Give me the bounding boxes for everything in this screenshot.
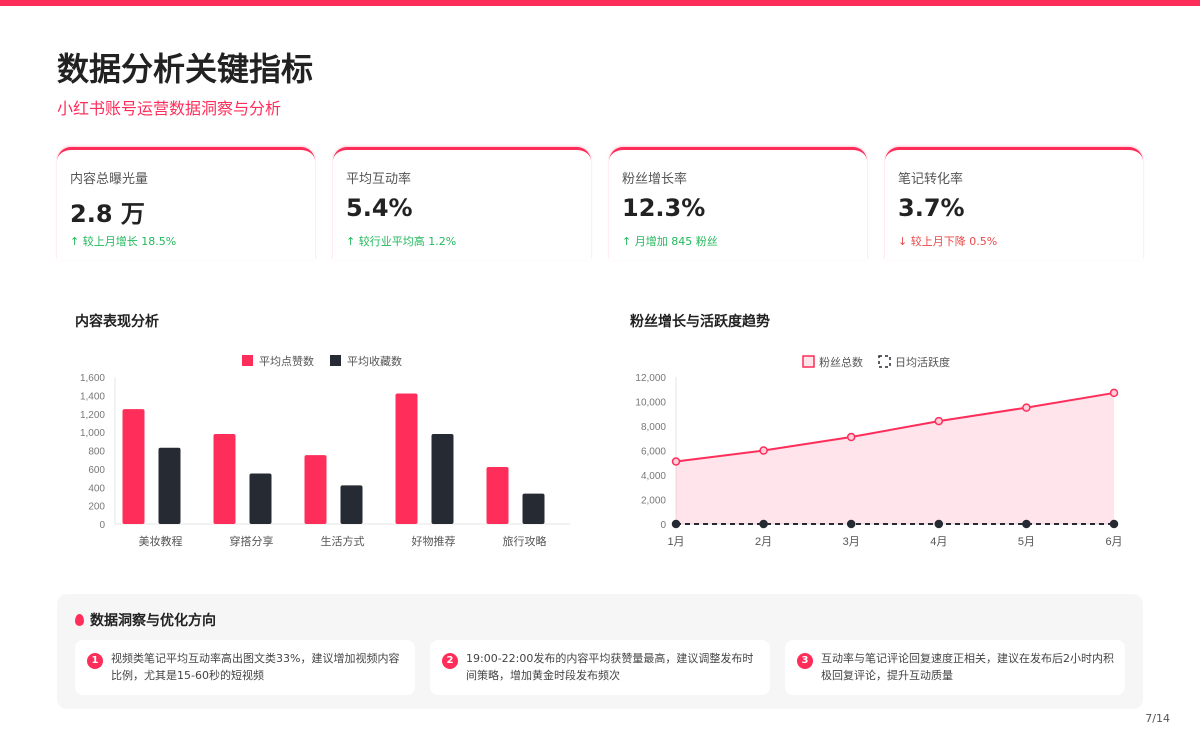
insights-header: 数据洞察与优化方向 bbox=[75, 610, 216, 630]
insight-text: 19:00-22:00发布的内容平均获赞量最高，建议调整发布时间策略，增加黄金时… bbox=[466, 652, 754, 682]
x-tick-label: 旅行攻略 bbox=[503, 534, 547, 548]
page-subtitle: 小红书账号运营数据洞察与分析 bbox=[57, 99, 282, 118]
x-tick-label: 2月 bbox=[755, 536, 772, 548]
top-accent-bar bbox=[0, 0, 1200, 6]
legend-label: 日均活跃度 bbox=[895, 355, 950, 369]
metric-change: ↓ 较上月下降 0.5% bbox=[898, 235, 998, 248]
data-point bbox=[846, 519, 856, 529]
y-tick-label: 1,000 bbox=[80, 428, 105, 439]
bar bbox=[249, 473, 272, 524]
data-point bbox=[671, 457, 681, 466]
insight-number: 2 bbox=[442, 653, 458, 669]
metric-value: 3.7% bbox=[898, 194, 965, 222]
line-chart-title: 粉丝增长与活跃度趋势 bbox=[630, 314, 770, 330]
x-tick-label: 生活方式 bbox=[321, 534, 365, 548]
metric-value: 12.3% bbox=[622, 194, 706, 222]
x-tick-label: 穿搭分享 bbox=[230, 534, 274, 548]
metric-value: 2.8 万 bbox=[70, 200, 145, 228]
series-line bbox=[675, 391, 1115, 463]
x-tick-label: 4月 bbox=[930, 536, 947, 548]
legend-label: 平均收藏数 bbox=[347, 354, 402, 368]
data-point bbox=[1022, 403, 1031, 412]
x-tick-label: 3月 bbox=[843, 536, 860, 548]
legend-swatch bbox=[802, 355, 815, 368]
metric-card-engagement: 平均互动率 5.4% ↑ 较行业平均高 1.2% bbox=[333, 147, 591, 260]
line-chart: 0 2,000 4,000 6,000 8,000 10,000 12,000 粉丝总数 日均活… bbox=[635, 355, 1122, 548]
metric-change: ↑ 较行业平均高 1.2% bbox=[346, 235, 457, 248]
bar bbox=[122, 409, 145, 524]
page-title: 数据分析关键指标 bbox=[57, 50, 314, 88]
legend-swatch bbox=[242, 355, 253, 366]
y-tick-label: 1,600 bbox=[80, 373, 105, 384]
data-point bbox=[671, 519, 681, 529]
legend-label: 粉丝总数 bbox=[819, 355, 863, 369]
insight-item: 3 互动率与笔记评论回复速度正相关，建议在发布后2小时内积极回复评论，提升互动质量 bbox=[785, 640, 1125, 695]
page-number: 7/14 bbox=[1145, 712, 1170, 725]
data-point bbox=[759, 519, 768, 529]
data-point bbox=[1022, 519, 1031, 529]
metric-label: 粉丝增长率 bbox=[622, 172, 688, 187]
legend-label: 平均点赞数 bbox=[259, 355, 314, 368]
y-tick-label: 800 bbox=[88, 447, 105, 458]
bar bbox=[340, 485, 363, 524]
bar bbox=[431, 433, 454, 524]
insights-title: 数据洞察与优化方向 bbox=[90, 613, 216, 629]
metric-change: ↑ 较上月增长 18.5% bbox=[70, 235, 177, 248]
y-tick-label: 200 bbox=[88, 502, 105, 513]
y-tick-label: 1,200 bbox=[80, 410, 105, 421]
bar bbox=[158, 447, 181, 524]
metric-label: 内容总曝光量 bbox=[70, 172, 149, 187]
y-tick-label: 10,000 bbox=[635, 398, 666, 409]
metric-label: 平均互动率 bbox=[346, 172, 412, 187]
legend-swatch bbox=[878, 355, 891, 368]
y-tick-label: 8,000 bbox=[641, 422, 666, 433]
data-point bbox=[934, 519, 944, 529]
bar bbox=[522, 493, 545, 524]
y-tick-label: 400 bbox=[88, 483, 105, 494]
x-tick-label: 1月 bbox=[667, 536, 684, 548]
bar bbox=[304, 455, 327, 524]
insight-item: 2 19:00-22:00发布的内容平均获赞量最高，建议调整发布时间策略，增加黄金… bbox=[430, 640, 770, 695]
metric-value: 5.4% bbox=[346, 194, 413, 222]
insight-text: 视频类笔记平均互动率高出图文类33%，建议增加视频内容比例，尤其是15-60秒的… bbox=[111, 652, 400, 682]
y-tick-label: 0 bbox=[99, 520, 105, 531]
y-tick-label: 4,000 bbox=[641, 471, 666, 482]
y-tick-label: 2,000 bbox=[641, 496, 666, 507]
bar-chart-title: 内容表现分析 bbox=[75, 314, 159, 330]
y-tick-label: 12,000 bbox=[635, 373, 666, 384]
data-point bbox=[759, 446, 768, 455]
series-area bbox=[676, 392, 1114, 524]
x-tick-label: 6月 bbox=[1105, 536, 1122, 548]
insight-text: 互动率与笔记评论回复速度正相关，建议在发布后2小时内积极回复评论，提升互动质量 bbox=[821, 652, 1114, 682]
data-point bbox=[1109, 519, 1119, 529]
bar bbox=[395, 393, 418, 524]
metric-label: 笔记转化率 bbox=[898, 172, 964, 187]
metric-card-exposure: 内容总曝光量 2.8 万 ↑ 较上月增长 18.5% bbox=[57, 147, 315, 260]
x-tick-label: 5月 bbox=[1018, 536, 1035, 548]
y-tick-label: 6,000 bbox=[641, 447, 666, 458]
data-point bbox=[934, 416, 944, 426]
metric-change: ↑ 月增加 845 粉丝 bbox=[622, 235, 718, 248]
insight-number: 3 bbox=[797, 653, 813, 669]
x-tick-label: 好物推荐 bbox=[412, 534, 456, 548]
x-tick-label: 美妆教程 bbox=[139, 535, 183, 548]
lightbulb-icon bbox=[75, 614, 84, 626]
insights-panel: 数据洞察与优化方向 1 视频类笔记平均互动率高出图文类33%，建议增加视频内容比例… bbox=[57, 594, 1143, 709]
insight-item: 1 视频类笔记平均互动率高出图文类33%，建议增加视频内容比例，尤其是15-60秒… bbox=[75, 640, 415, 695]
metric-card-follower-growth: 粉丝增长率 12.3% ↑ 月增加 845 粉丝 bbox=[609, 147, 867, 260]
legend-swatch bbox=[330, 355, 341, 366]
y-tick-label: 1,400 bbox=[80, 391, 105, 402]
metric-card-conversion: 笔记转化率 3.7% ↓ 较上月下降 0.5% bbox=[885, 147, 1143, 260]
insight-number: 1 bbox=[87, 653, 103, 669]
data-point bbox=[1109, 388, 1119, 398]
bar bbox=[486, 467, 509, 524]
data-point bbox=[846, 432, 856, 442]
bar bbox=[213, 433, 236, 524]
y-tick-label: 0 bbox=[660, 520, 666, 531]
y-tick-label: 600 bbox=[88, 465, 105, 476]
bar-chart: 0 200 400 600 800 1,000 1,200 1,400 1,600 平均点赞数 平均… bbox=[80, 354, 570, 548]
